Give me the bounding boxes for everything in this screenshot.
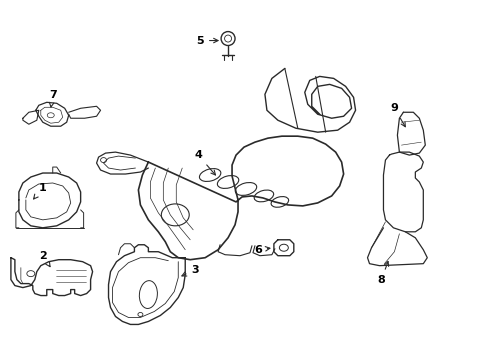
Text: 6: 6 (254, 245, 270, 255)
Text: 9: 9 (391, 103, 405, 127)
Text: 3: 3 (182, 265, 199, 276)
Text: 2: 2 (39, 251, 50, 267)
Text: 7: 7 (49, 90, 57, 107)
Text: 1: 1 (34, 183, 47, 199)
Text: 5: 5 (196, 36, 218, 46)
Text: 8: 8 (378, 261, 389, 285)
Text: 4: 4 (194, 150, 216, 175)
